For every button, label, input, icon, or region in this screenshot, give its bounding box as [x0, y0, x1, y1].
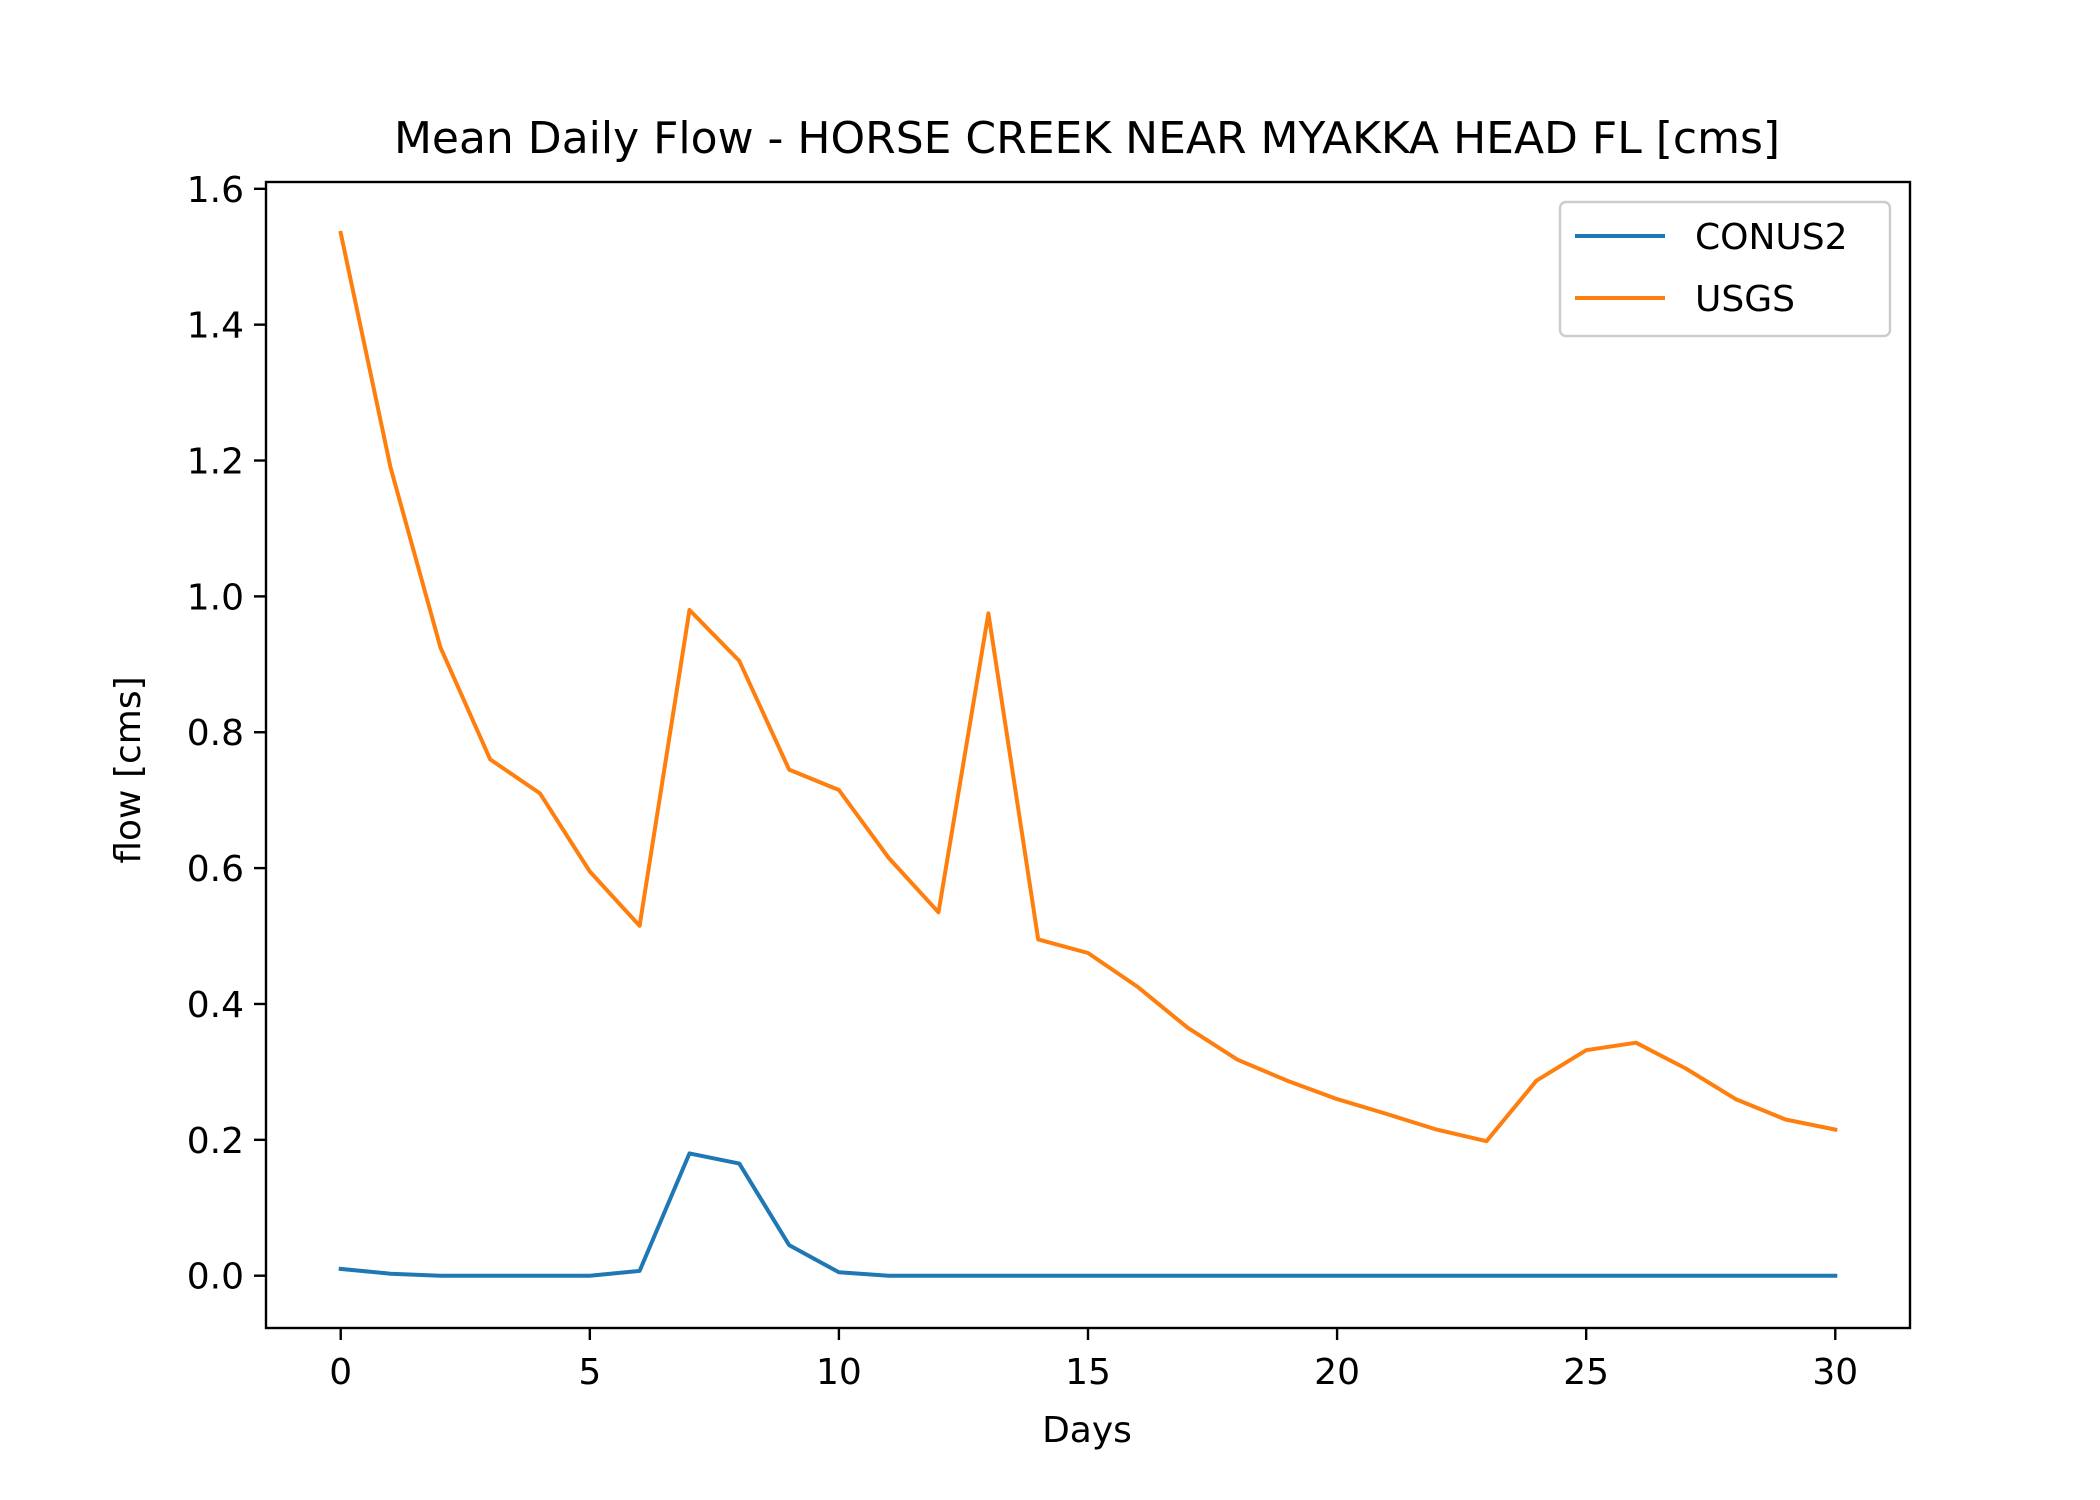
- x-tick-label: 10: [816, 1352, 862, 1393]
- y-tick-label: 1.4: [187, 306, 244, 347]
- y-axis-ticks: 0.0 0.2 0.4 0.6 0.8 1.0 1.2 1.4 1.6: [187, 170, 266, 1298]
- series-line-usgs: [338, 230, 1838, 1144]
- x-tick-label: 5: [578, 1352, 601, 1393]
- y-tick-label: 0.6: [187, 849, 244, 890]
- legend-label-usgs: USGS: [1695, 279, 1795, 320]
- x-tick-label: 25: [1563, 1352, 1609, 1393]
- x-tick-label: 30: [1812, 1352, 1858, 1393]
- chart-title: Mean Daily Flow - HORSE CREEK NEAR MYAKK…: [394, 113, 1780, 164]
- x-tick-label: 0: [329, 1352, 352, 1393]
- series-line-conus2: [338, 1151, 1838, 1278]
- x-tick-label: 20: [1314, 1352, 1360, 1393]
- legend: CONUS2 USGS: [1558, 200, 1892, 338]
- x-tick-label: 15: [1065, 1352, 1111, 1393]
- x-axis-ticks: 0 5 10 15 20 25 30: [329, 1328, 1858, 1393]
- y-axis-label: flow [cms]: [108, 676, 149, 863]
- y-tick-label: 0.8: [187, 713, 244, 754]
- y-tick-label: 0.2: [187, 1121, 244, 1162]
- y-tick-label: 0.0: [187, 1257, 244, 1298]
- legend-label-conus2: CONUS2: [1695, 217, 1848, 258]
- y-tick-label: 1.0: [187, 577, 244, 618]
- y-tick-label: 1.6: [187, 170, 244, 211]
- y-tick-label: 1.2: [187, 442, 244, 483]
- series-layer: [338, 230, 1838, 1278]
- y-tick-label: 0.4: [187, 985, 244, 1026]
- x-axis-label: Days: [1042, 1410, 1132, 1451]
